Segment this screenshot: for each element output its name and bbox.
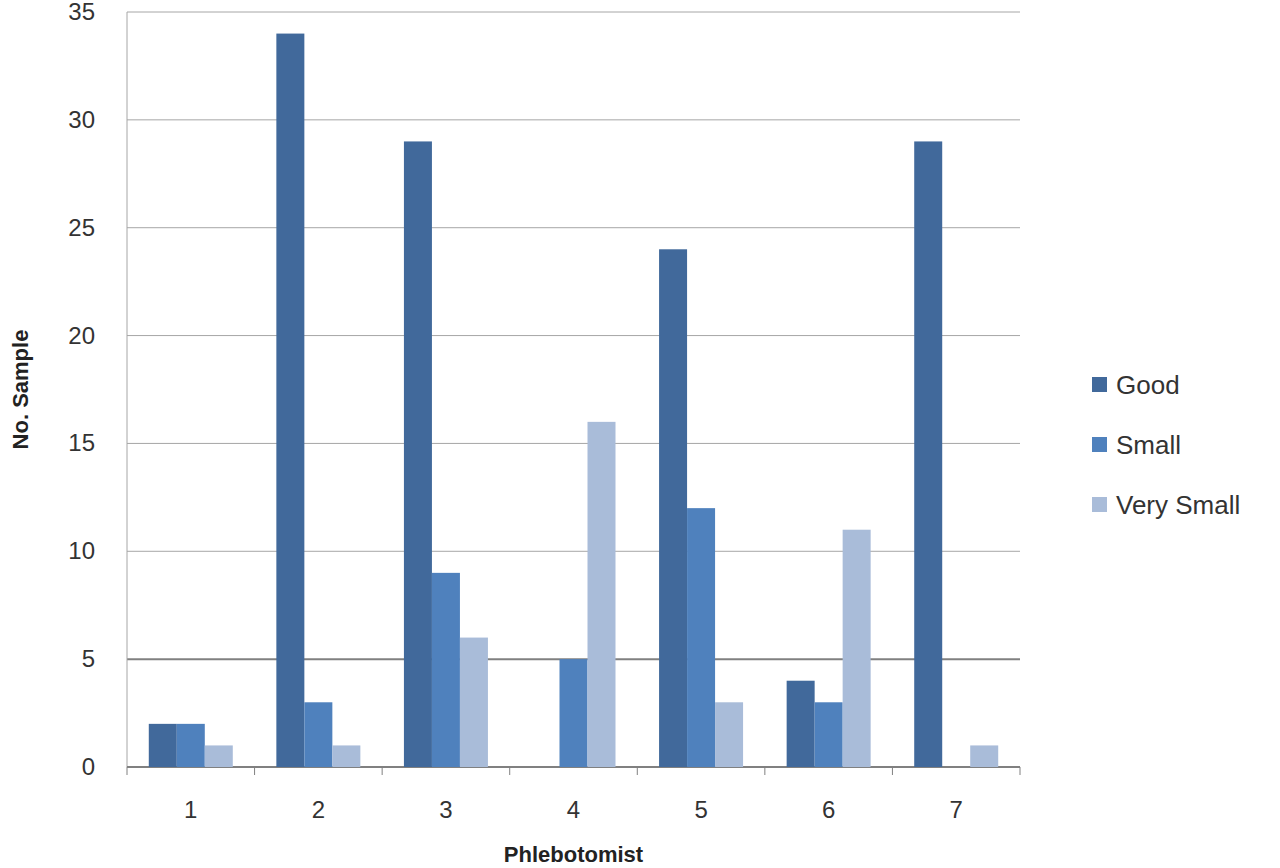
bar xyxy=(177,724,205,767)
bar xyxy=(588,422,616,767)
bar xyxy=(304,702,332,767)
grid-line xyxy=(127,443,1020,444)
chart: 0 5 10 15 20 25 30 35 1 2 3 4 5 6 7 Phlebotomist No. Sam… xyxy=(0,0,1280,868)
bar xyxy=(149,724,177,767)
x-tick-label: 3 xyxy=(439,796,452,823)
x-tick-label: 4 xyxy=(567,796,580,823)
y-tick-label: 25 xyxy=(68,214,95,241)
bars xyxy=(149,34,998,767)
bar xyxy=(787,681,815,767)
bar xyxy=(914,141,942,767)
x-tick xyxy=(764,767,765,775)
x-axis-title: Phlebotomist xyxy=(504,842,644,867)
bar xyxy=(815,702,843,767)
y-tick-label: 35 xyxy=(68,0,95,25)
legend-swatch xyxy=(1092,497,1107,512)
x-tick xyxy=(127,767,128,775)
x-tick xyxy=(637,767,638,775)
grid-line xyxy=(127,551,1020,552)
y-tick-label: 10 xyxy=(68,537,95,564)
bar xyxy=(404,141,432,767)
x-tick xyxy=(509,767,510,775)
bar xyxy=(843,530,871,767)
grid-line xyxy=(127,227,1020,228)
x-tick-label: 2 xyxy=(312,796,325,823)
y-tick-label: 30 xyxy=(68,106,95,133)
x-tick-label: 7 xyxy=(950,796,963,823)
bar xyxy=(205,745,233,767)
x-tick-label: 1 xyxy=(184,796,197,823)
legend-label: Very Small xyxy=(1116,490,1240,520)
y-tick-label: 15 xyxy=(68,429,95,456)
bar xyxy=(715,702,743,767)
x-tick-label: 5 xyxy=(694,796,707,823)
y-axis xyxy=(127,12,128,767)
legend-swatch xyxy=(1092,377,1107,392)
bar xyxy=(659,249,687,767)
legend-label: Small xyxy=(1116,430,1181,460)
x-tick xyxy=(892,767,893,775)
grid-line xyxy=(127,335,1020,336)
bar xyxy=(687,508,715,767)
legend-swatch xyxy=(1092,437,1107,452)
y-tick-label: 5 xyxy=(82,645,95,672)
legend-label: Good xyxy=(1116,370,1180,400)
bar xyxy=(332,745,360,767)
bar xyxy=(970,745,998,767)
bar xyxy=(942,767,970,768)
y-axis-title: No. Sample xyxy=(8,330,33,450)
x-tick-label: 6 xyxy=(822,796,835,823)
bar xyxy=(460,638,488,767)
x-tick xyxy=(382,767,383,775)
y-tick-label: 20 xyxy=(68,322,95,349)
bar xyxy=(276,34,304,767)
bar xyxy=(560,659,588,767)
x-tick xyxy=(1020,767,1021,775)
bar xyxy=(532,767,560,768)
grid-line xyxy=(127,119,1020,120)
y-tick-label: 0 xyxy=(82,753,95,780)
x-tick xyxy=(254,767,255,775)
grid-line xyxy=(127,12,1020,13)
bar xyxy=(432,573,460,767)
